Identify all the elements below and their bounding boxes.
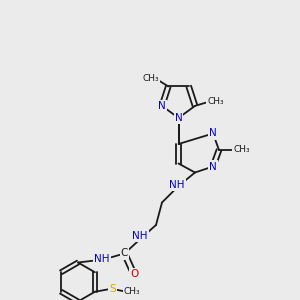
Text: NH: NH [169, 180, 185, 190]
Text: CH₃: CH₃ [207, 97, 224, 106]
Text: S: S [109, 284, 116, 294]
Text: CH₃: CH₃ [124, 287, 140, 296]
Text: NH: NH [94, 254, 110, 264]
Text: C: C [121, 248, 128, 259]
Text: O: O [130, 268, 139, 279]
Text: N: N [209, 128, 217, 139]
Text: N: N [175, 113, 182, 123]
Text: NH: NH [132, 231, 148, 242]
Text: N: N [209, 161, 217, 172]
Text: N: N [158, 101, 166, 111]
Text: CH₃: CH₃ [233, 146, 250, 154]
Text: CH₃: CH₃ [142, 74, 159, 83]
